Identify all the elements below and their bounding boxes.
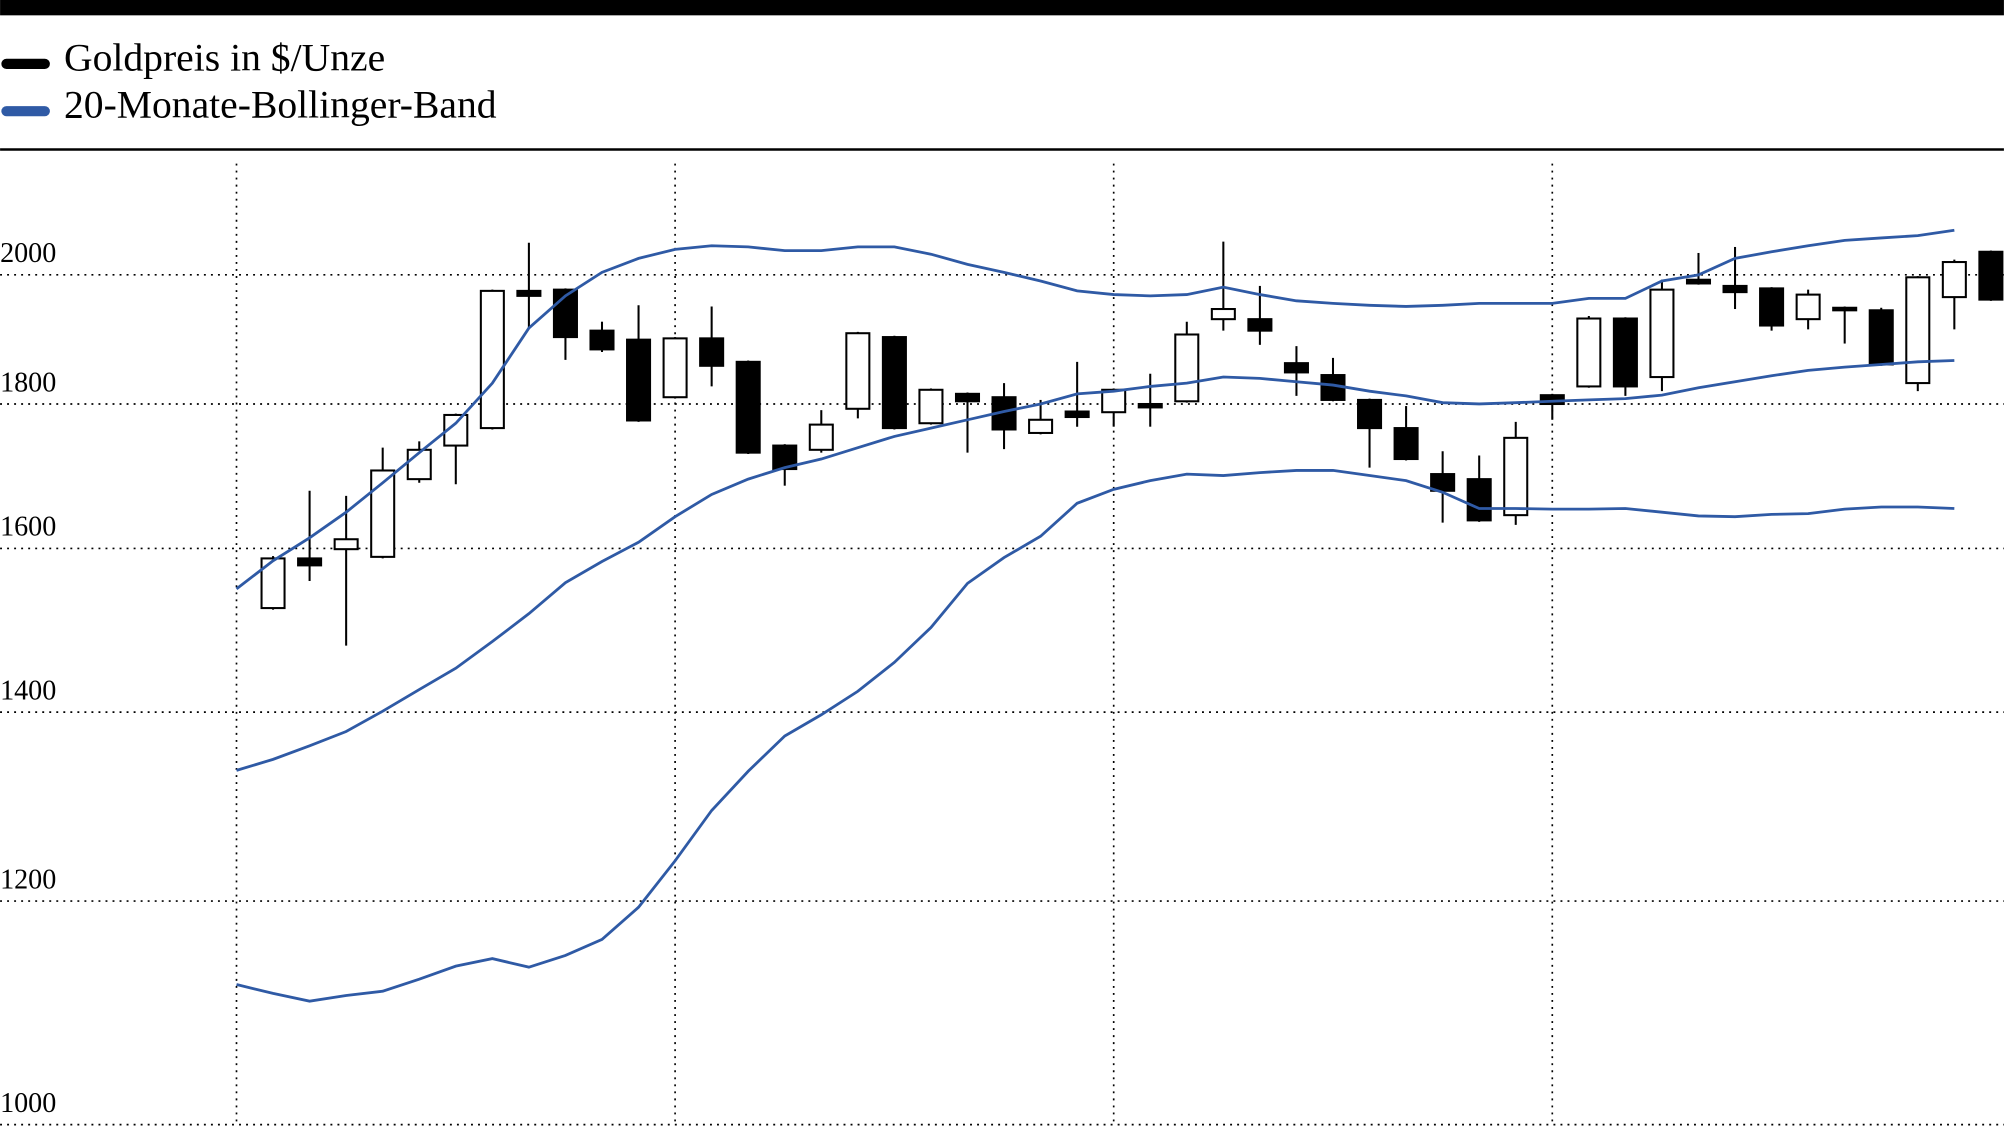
candle-body — [1722, 284, 1748, 294]
candle-body — [1795, 293, 1821, 321]
candle-body — [1247, 318, 1273, 332]
y-tick-label: 1600 — [0, 512, 56, 543]
candle-body — [918, 388, 944, 425]
candle-body — [1832, 306, 1858, 312]
y-tick-label: 2000 — [0, 238, 56, 269]
legend-label: Goldpreis in $/Unze — [64, 35, 385, 79]
candle-body — [370, 469, 396, 558]
candle-body — [1210, 308, 1236, 321]
candle-body — [1174, 333, 1200, 403]
legend-label: 20-Monate-Bollinger-Band — [64, 83, 497, 127]
band-line — [236, 469, 1955, 1003]
candle-body — [1283, 362, 1309, 374]
candle-body — [1064, 410, 1090, 419]
candle-body — [297, 557, 323, 567]
candle-body — [699, 337, 725, 367]
y-tick-label: 1400 — [0, 675, 56, 706]
candle-body — [1393, 427, 1419, 461]
candle-body — [662, 337, 688, 399]
candle-body — [881, 336, 907, 430]
candle-body — [516, 289, 542, 297]
top-bar — [0, 0, 2004, 16]
candle-body — [1868, 309, 1894, 366]
candle-body — [954, 392, 981, 403]
candle-body — [333, 538, 359, 551]
candle-body — [479, 289, 505, 430]
candle-body — [1028, 418, 1054, 434]
band-line — [236, 359, 1955, 772]
y-tick-label: 1200 — [0, 864, 56, 895]
y-tick-label: 1800 — [0, 367, 56, 398]
candle-body — [260, 557, 286, 610]
candle-body — [1576, 317, 1602, 388]
candle-body — [1466, 478, 1492, 522]
candle-body — [1503, 436, 1529, 517]
candle-body — [1357, 398, 1383, 430]
candle-body — [845, 332, 871, 410]
candle-body — [589, 329, 615, 351]
y-tick-label: 1000 — [0, 1088, 56, 1119]
candle-body — [1649, 288, 1675, 379]
candle-body — [1941, 261, 1967, 299]
candle-body — [1978, 250, 2004, 301]
candle-body — [808, 423, 834, 451]
candle-body — [735, 360, 761, 454]
band-line — [235, 228, 1955, 591]
candle-body — [1759, 287, 1785, 327]
candle-body — [1685, 278, 1712, 285]
candle-body — [1137, 402, 1163, 409]
candle-body — [1905, 276, 1931, 385]
candle-body — [626, 338, 652, 422]
candle-body — [1430, 473, 1456, 492]
candle-body — [443, 413, 469, 447]
candle-body — [1612, 317, 1638, 388]
